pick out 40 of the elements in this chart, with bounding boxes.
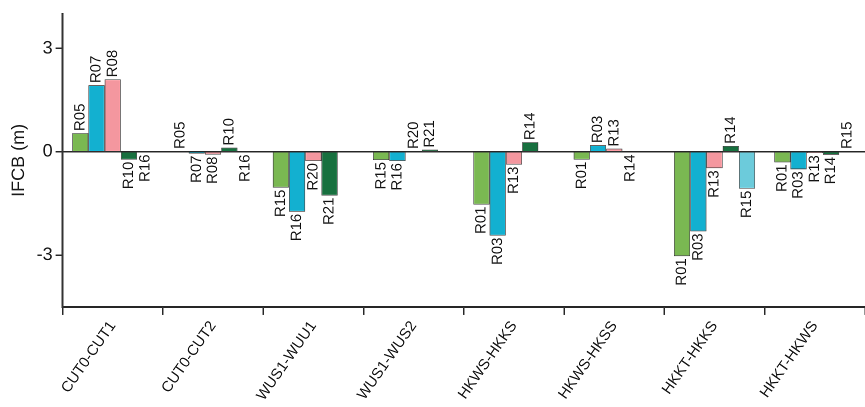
data-label: R01 bbox=[773, 164, 790, 192]
data-label: R05 bbox=[71, 104, 88, 132]
data-label: R21 bbox=[421, 120, 438, 148]
data-label: R14 bbox=[521, 112, 538, 140]
data-label: R03 bbox=[589, 116, 606, 144]
data-label: R20 bbox=[304, 163, 322, 191]
data-label: R14 bbox=[622, 154, 639, 182]
data-label: R15 bbox=[838, 122, 856, 150]
data-label: R01 bbox=[572, 162, 590, 190]
data-label: R03 bbox=[790, 171, 807, 199]
data-label: R07 bbox=[88, 56, 105, 84]
data-label: R13 bbox=[605, 119, 622, 147]
y-axis-title: IFCB (m) bbox=[8, 124, 28, 197]
data-label: R03 bbox=[488, 238, 506, 266]
data-label: R05 bbox=[172, 122, 189, 150]
data-label: R21 bbox=[320, 198, 338, 226]
data-label: R13 bbox=[505, 166, 522, 194]
data-label: R08 bbox=[204, 156, 222, 184]
data-label: R16 bbox=[236, 154, 254, 182]
data-label: R01 bbox=[472, 206, 490, 234]
data-label: R15 bbox=[738, 190, 756, 218]
y-tick-label: 0 bbox=[42, 140, 53, 161]
data-label: R14 bbox=[822, 156, 840, 184]
data-label: R10 bbox=[120, 162, 138, 190]
data-label: R16 bbox=[388, 163, 406, 191]
data-label: R15 bbox=[272, 190, 289, 218]
data-label: R16 bbox=[136, 154, 154, 182]
data-label: R16 bbox=[288, 214, 306, 242]
data-label: R13 bbox=[806, 155, 823, 183]
data-label: R13 bbox=[706, 170, 723, 198]
data-label: R07 bbox=[188, 155, 205, 183]
y-tick-label: 3 bbox=[42, 37, 53, 58]
y-tick-label: -3 bbox=[36, 244, 53, 264]
data-label: R15 bbox=[372, 162, 390, 190]
data-label: R10 bbox=[220, 118, 238, 146]
data-label: R01 bbox=[673, 258, 690, 286]
data-label: R08 bbox=[104, 50, 121, 78]
data-label: R03 bbox=[689, 233, 706, 261]
data-label: R14 bbox=[722, 116, 739, 144]
data-label: R20 bbox=[404, 122, 422, 150]
